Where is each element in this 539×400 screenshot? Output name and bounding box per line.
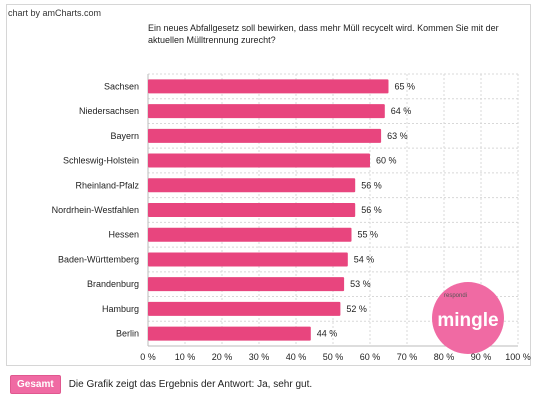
bar xyxy=(148,79,389,94)
x-tick-label: 10 % xyxy=(175,352,196,362)
bar xyxy=(148,128,382,143)
bar xyxy=(148,277,345,292)
bar-chart: respondi mingle 65 % 64 % 63 % 60 % 56 % 56 %… xyxy=(52,73,531,362)
bar xyxy=(148,153,370,168)
bar-value-label: 65 % xyxy=(395,81,416,91)
bar xyxy=(148,203,356,217)
category-label: Berlin xyxy=(116,329,139,339)
category-label: Sachsen xyxy=(104,81,139,91)
bar xyxy=(148,104,385,119)
bar-value-label: 60 % xyxy=(376,156,397,166)
mingle-logo-respondi: respondi xyxy=(444,293,467,299)
footer-caption: Die Grafik zeigt das Ergebnis der Antwor… xyxy=(68,378,313,390)
chart-credit[interactable]: chart by amCharts.com xyxy=(8,8,102,18)
bar-value-label: 64 % xyxy=(391,106,412,116)
bars: 65 % 64 % 63 % 60 % 56 % 56 % 55 % 54 % 53 % 52 %… xyxy=(148,79,416,341)
x-tick-label: 100 % xyxy=(505,352,531,362)
category-label: Nordrhein-Westfahlen xyxy=(52,205,139,215)
x-tick-label: 80 % xyxy=(434,352,455,362)
category-labels: Sachsen Niedersachsen Bayern Schleswig-Hols… xyxy=(52,81,140,338)
bar-value-label: 55 % xyxy=(358,230,379,240)
category-label: Hessen xyxy=(108,230,139,240)
category-label: Bayern xyxy=(110,131,139,141)
x-tick-label: 60 % xyxy=(360,352,381,362)
category-label: Brandenburg xyxy=(87,279,139,289)
bar-value-label: 44 % xyxy=(317,329,338,339)
bar-value-label: 53 % xyxy=(350,279,371,289)
bar xyxy=(148,301,341,316)
x-tick-label: 20 % xyxy=(212,352,233,362)
category-label: Schleswig-Holstein xyxy=(63,156,139,166)
mingle-logo-word: mingle xyxy=(437,310,498,331)
chart-question: Ein neues Abfallgesetz soll bewirken, da… xyxy=(148,23,499,45)
x-axis-ticks: 0 % 10 % 20 % 30 % 40 % 50 % 60 % 70 % 80 % 90 % 1… xyxy=(140,352,531,362)
x-tick-label: 70 % xyxy=(397,352,418,362)
x-tick-label: 90 % xyxy=(471,352,492,362)
category-label: Hamburg xyxy=(102,304,139,314)
bar xyxy=(148,178,356,193)
category-label: Baden-Württemberg xyxy=(58,254,139,264)
footer: Gesamt Die Grafik zeigt das Ergebnis der… xyxy=(10,374,313,394)
x-tick-label: 0 % xyxy=(140,352,156,362)
mingle-logo: respondi mingle xyxy=(432,282,504,354)
category-label: Niedersachsen xyxy=(79,106,139,116)
bar xyxy=(148,252,348,267)
x-tick-label: 30 % xyxy=(249,352,270,362)
x-tick-label: 50 % xyxy=(323,352,344,362)
bar-value-label: 54 % xyxy=(354,254,375,264)
bar-value-label: 56 % xyxy=(361,205,382,215)
bar xyxy=(148,326,311,341)
bar xyxy=(148,227,352,242)
category-label: Rheinland-Pfalz xyxy=(75,180,139,190)
bar-value-label: 63 % xyxy=(387,131,408,141)
gesamt-button[interactable]: Gesamt xyxy=(10,374,61,394)
mingle-logo-circle xyxy=(432,282,504,354)
bar-value-label: 52 % xyxy=(346,304,367,314)
x-tick-label: 40 % xyxy=(286,352,307,362)
bar-value-label: 56 % xyxy=(361,180,382,190)
